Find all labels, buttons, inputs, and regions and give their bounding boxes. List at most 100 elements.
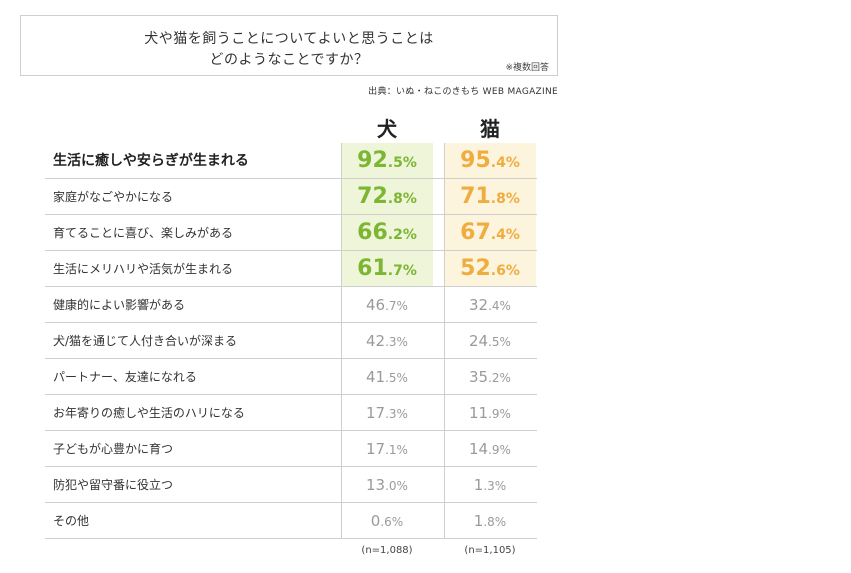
source-credit: 出典：いぬ・ねこのきもち WEB MAGAZINE <box>368 87 558 97</box>
dog-value-fraction: .1% <box>385 443 408 457</box>
column-divider <box>444 215 445 250</box>
row-label: 防犯や留守番に役立つ <box>53 478 174 492</box>
cat-value-fraction: .8% <box>490 191 520 207</box>
dog-value-cell: 92.5% <box>341 143 433 178</box>
column-divider <box>444 359 445 394</box>
dog-value-integer: 17 <box>366 440 386 458</box>
cat-value-cell: 71.8% <box>444 179 536 214</box>
dog-value-fraction: .6% <box>380 515 404 529</box>
cat-value-integer: 32 <box>469 296 489 314</box>
table-row: その他 0.6% 1.8% <box>45 503 537 539</box>
dog-value: 13.0% <box>366 475 408 494</box>
dog-value-cell: 13.0% <box>341 467 433 502</box>
dog-value-cell: 41.5% <box>341 359 433 394</box>
cat-value-fraction: .2% <box>488 371 511 385</box>
dog-value-fraction: .0% <box>385 479 408 493</box>
column-divider <box>341 287 342 322</box>
cat-value-fraction: .3% <box>483 479 507 493</box>
dog-value-cell: 46.7% <box>341 287 433 322</box>
dog-value-integer: 61 <box>357 256 388 281</box>
dog-value-cell: 42.3% <box>341 323 433 358</box>
dog-value: 66.2% <box>357 220 417 245</box>
column-divider <box>341 143 342 178</box>
dog-value: 46.7% <box>366 295 408 314</box>
dog-value: 42.3% <box>366 331 408 350</box>
column-divider <box>444 179 445 214</box>
table-row: お年寄りの癒しや生活のハリになる 17.3% 11.9% <box>45 395 537 431</box>
column-header-dog: 犬 <box>377 117 397 141</box>
dog-value-fraction: .5% <box>387 155 417 171</box>
cat-value-cell: 95.4% <box>444 143 536 178</box>
dog-value-fraction: .3% <box>385 335 408 349</box>
cat-value-integer: 52 <box>460 256 491 281</box>
row-label: その他 <box>53 514 90 528</box>
table-row: 防犯や留守番に役立つ 13.0% 1.3% <box>45 467 537 503</box>
row-label: 生活にメリハリや活気が生まれる <box>53 262 234 276</box>
row-label: 育てることに喜び、楽しみがある <box>53 226 234 240</box>
cat-value-fraction: .8% <box>483 515 507 529</box>
dog-value-cell: 17.1% <box>341 431 433 466</box>
cat-value-integer: 1 <box>473 512 484 530</box>
cat-value-cell: 52.6% <box>444 251 536 286</box>
column-divider <box>341 503 342 538</box>
cat-value: 32.4% <box>469 295 511 314</box>
table-row: 子どもが心豊かに育つ 17.1% 14.9% <box>45 431 537 467</box>
dog-value-integer: 17 <box>366 404 386 422</box>
sample-size-dog: (n=1,088) <box>361 545 413 556</box>
dog-value-cell: 66.2% <box>341 215 433 250</box>
column-divider <box>444 395 445 430</box>
dog-value: 41.5% <box>366 367 408 386</box>
row-label: パートナー、友達になれる <box>53 370 197 384</box>
dog-value: 72.8% <box>357 184 417 209</box>
dog-value: 17.3% <box>366 403 408 422</box>
cat-value-integer: 67 <box>460 220 491 245</box>
cat-value: 71.8% <box>460 184 520 209</box>
cat-value-cell: 35.2% <box>444 359 536 394</box>
cat-value-fraction: .4% <box>490 227 520 243</box>
cat-value-cell: 11.9% <box>444 395 536 430</box>
cat-value-integer: 24 <box>469 332 489 350</box>
cat-value-cell: 24.5% <box>444 323 536 358</box>
cat-value-integer: 71 <box>460 184 491 209</box>
dog-value: 92.5% <box>357 148 417 173</box>
cat-value: 1.8% <box>474 511 506 530</box>
row-label: 健康的によい影響がある <box>53 298 186 312</box>
dog-value-fraction: .7% <box>387 263 417 279</box>
cat-value-cell: 14.9% <box>444 431 536 466</box>
table-row: 生活にメリハリや活気が生まれる 61.7% 52.6% <box>45 251 537 287</box>
dog-value-integer: 0 <box>370 512 381 530</box>
cat-value: 11.9% <box>469 403 511 422</box>
cat-value: 24.5% <box>469 331 511 350</box>
column-divider <box>444 251 445 286</box>
cat-value-cell: 1.8% <box>444 503 536 538</box>
dog-value: 61.7% <box>357 256 417 281</box>
column-header-cat: 猫 <box>480 117 500 141</box>
cat-value-integer: 35 <box>469 368 489 386</box>
dog-value-cell: 61.7% <box>341 251 433 286</box>
cat-value: 67.4% <box>460 220 520 245</box>
column-divider <box>341 215 342 250</box>
column-divider <box>341 431 342 466</box>
column-divider <box>444 431 445 466</box>
table-row: 育てることに喜び、楽しみがある 66.2% 67.4% <box>45 215 537 251</box>
table-row: 犬/猫を通じて人付き合いが深まる 42.3% 24.5% <box>45 323 537 359</box>
dog-value: 0.6% <box>371 511 403 530</box>
table-row: 生活に癒しや安らぎが生まれる 92.5% 95.4% <box>45 143 537 179</box>
cat-value: 52.6% <box>460 256 520 281</box>
cat-value: 1.3% <box>474 475 506 494</box>
column-divider <box>341 395 342 430</box>
cat-value-cell: 67.4% <box>444 215 536 250</box>
dog-value-fraction: .7% <box>385 299 408 313</box>
cat-value-integer: 11 <box>469 404 489 422</box>
cat-value: 14.9% <box>469 439 511 458</box>
cat-value-integer: 14 <box>469 440 489 458</box>
dog-value-fraction: .2% <box>387 227 417 243</box>
dog-value-integer: 13 <box>366 476 386 494</box>
table-row: パートナー、友達になれる 41.5% 35.2% <box>45 359 537 395</box>
chart-title-line-1: 犬や猫を飼うことについてよいと思うことは <box>144 31 434 47</box>
sample-size-cat: (n=1,105) <box>464 545 516 556</box>
cat-value: 35.2% <box>469 367 511 386</box>
column-divider <box>444 467 445 502</box>
dog-value-integer: 46 <box>366 296 386 314</box>
row-label: お年寄りの癒しや生活のハリになる <box>53 406 245 420</box>
